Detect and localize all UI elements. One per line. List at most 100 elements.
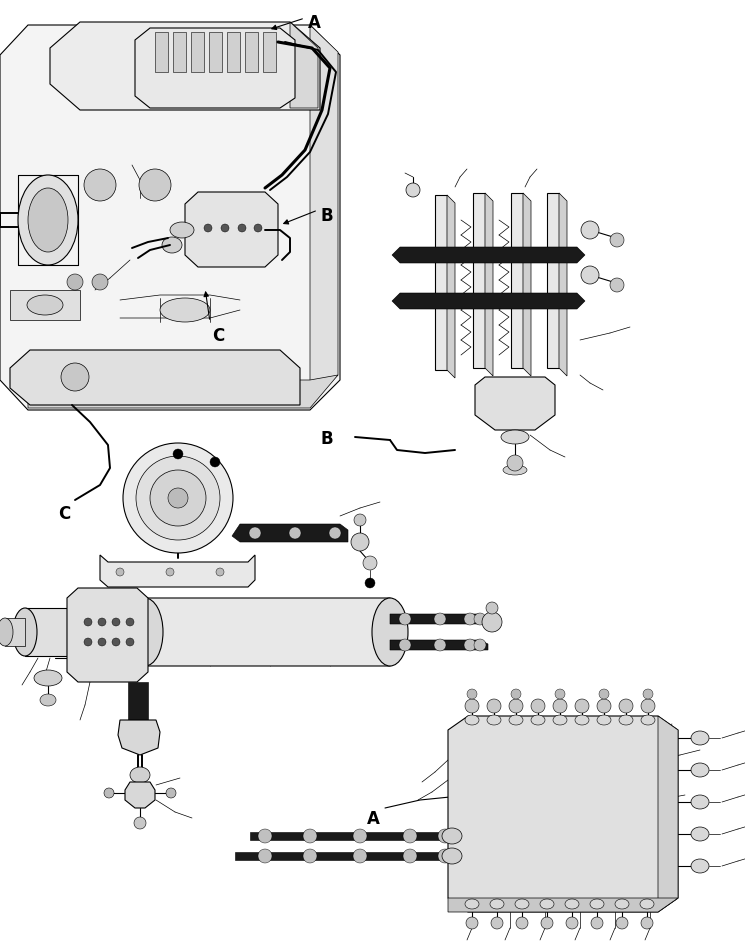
Ellipse shape <box>501 430 529 444</box>
Ellipse shape <box>351 533 369 551</box>
Ellipse shape <box>353 849 367 863</box>
Polygon shape <box>185 192 278 267</box>
Ellipse shape <box>372 598 408 666</box>
Ellipse shape <box>640 899 654 909</box>
Ellipse shape <box>127 598 163 666</box>
Polygon shape <box>435 195 447 370</box>
Ellipse shape <box>126 638 134 646</box>
Ellipse shape <box>123 443 233 553</box>
Ellipse shape <box>541 917 553 929</box>
Polygon shape <box>50 22 320 110</box>
Ellipse shape <box>303 849 317 863</box>
Ellipse shape <box>204 224 212 232</box>
Ellipse shape <box>403 829 417 843</box>
Polygon shape <box>28 375 338 408</box>
Ellipse shape <box>610 233 624 247</box>
Ellipse shape <box>168 488 188 508</box>
Ellipse shape <box>84 169 116 201</box>
Polygon shape <box>227 32 240 72</box>
Ellipse shape <box>474 639 486 651</box>
Ellipse shape <box>258 829 272 843</box>
Text: A: A <box>367 810 380 828</box>
Ellipse shape <box>590 899 604 909</box>
Ellipse shape <box>474 613 486 625</box>
Ellipse shape <box>254 224 262 232</box>
Ellipse shape <box>599 689 609 699</box>
Ellipse shape <box>84 618 92 626</box>
Ellipse shape <box>67 274 83 290</box>
Ellipse shape <box>438 829 452 843</box>
Ellipse shape <box>166 568 174 576</box>
Ellipse shape <box>511 689 521 699</box>
Ellipse shape <box>162 237 182 253</box>
Ellipse shape <box>0 618 13 646</box>
Ellipse shape <box>515 899 529 909</box>
Ellipse shape <box>591 917 603 929</box>
Text: C: C <box>212 327 224 345</box>
Ellipse shape <box>466 917 478 929</box>
Polygon shape <box>118 720 160 755</box>
Ellipse shape <box>619 715 633 725</box>
Polygon shape <box>209 32 222 72</box>
Ellipse shape <box>643 689 653 699</box>
Polygon shape <box>100 555 255 587</box>
Polygon shape <box>547 193 559 368</box>
Text: C: C <box>58 505 70 523</box>
Ellipse shape <box>465 715 479 725</box>
Polygon shape <box>392 293 585 309</box>
Ellipse shape <box>303 829 317 843</box>
Ellipse shape <box>487 715 501 725</box>
Ellipse shape <box>691 763 709 777</box>
Ellipse shape <box>691 859 709 873</box>
Ellipse shape <box>555 689 565 699</box>
Ellipse shape <box>553 699 567 713</box>
Ellipse shape <box>434 613 446 625</box>
Polygon shape <box>135 28 295 108</box>
Ellipse shape <box>84 638 92 646</box>
Ellipse shape <box>487 699 501 713</box>
Ellipse shape <box>363 556 377 570</box>
Ellipse shape <box>486 602 498 614</box>
Ellipse shape <box>566 917 578 929</box>
Ellipse shape <box>581 221 599 239</box>
Ellipse shape <box>641 715 655 725</box>
Polygon shape <box>10 290 80 320</box>
Ellipse shape <box>365 578 375 588</box>
Ellipse shape <box>406 183 420 197</box>
Polygon shape <box>290 22 318 108</box>
Polygon shape <box>191 32 204 72</box>
Polygon shape <box>67 588 148 682</box>
Ellipse shape <box>134 817 146 829</box>
Ellipse shape <box>116 568 124 576</box>
Ellipse shape <box>403 849 417 863</box>
Ellipse shape <box>27 295 63 315</box>
Text: A: A <box>308 14 321 32</box>
Polygon shape <box>10 350 300 405</box>
Text: B: B <box>320 430 332 448</box>
Polygon shape <box>523 193 531 376</box>
Ellipse shape <box>98 638 106 646</box>
Ellipse shape <box>610 278 624 292</box>
Ellipse shape <box>509 699 523 713</box>
Polygon shape <box>5 618 25 646</box>
Ellipse shape <box>490 899 504 909</box>
Ellipse shape <box>112 618 120 626</box>
Ellipse shape <box>221 224 229 232</box>
Ellipse shape <box>40 694 56 706</box>
Polygon shape <box>125 782 155 808</box>
Polygon shape <box>137 598 398 666</box>
Ellipse shape <box>619 699 633 713</box>
Ellipse shape <box>216 568 224 576</box>
Ellipse shape <box>399 639 411 651</box>
Polygon shape <box>658 716 678 912</box>
Text: B: B <box>320 207 332 225</box>
Polygon shape <box>235 852 450 860</box>
Ellipse shape <box>641 917 653 929</box>
Ellipse shape <box>18 175 78 265</box>
Polygon shape <box>173 32 186 72</box>
Ellipse shape <box>438 849 452 863</box>
Ellipse shape <box>540 899 554 909</box>
Ellipse shape <box>238 224 246 232</box>
Ellipse shape <box>581 266 599 284</box>
Ellipse shape <box>166 788 176 798</box>
